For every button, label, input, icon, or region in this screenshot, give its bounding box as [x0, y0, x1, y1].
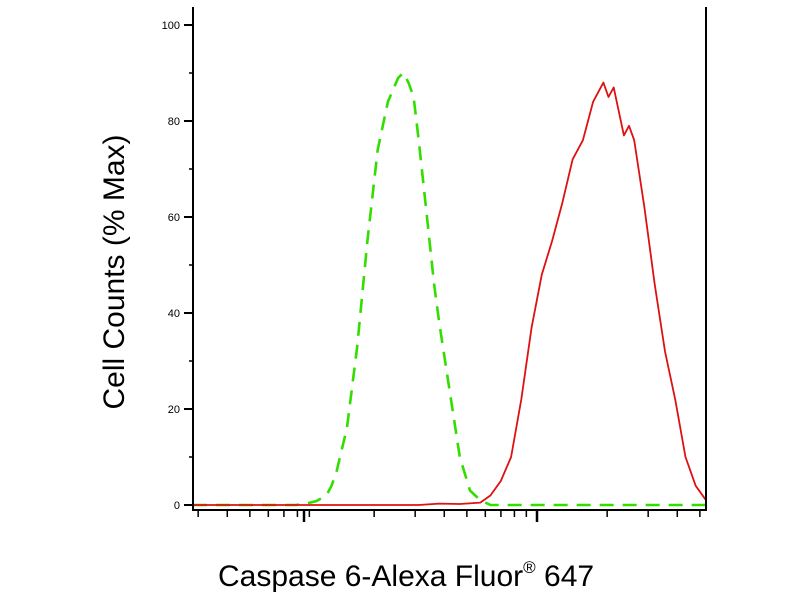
series-line-solid	[193, 81, 707, 506]
y-axis-label: Cell Counts (% Max)	[98, 134, 131, 409]
axes: 0 20 40 60 80 100	[162, 7, 707, 522]
y-tick-label: 80	[168, 116, 180, 128]
y-tick-label: 40	[168, 308, 180, 320]
series-line-dashed	[193, 71, 706, 507]
y-tick-label: 20	[168, 404, 180, 416]
x-axis-label-superscript: ®	[523, 558, 536, 577]
x-axis-label-main: Caspase 6-Alexa Fluor	[218, 560, 523, 593]
y-tick-label: 60	[168, 212, 180, 224]
plot-area	[193, 71, 707, 507]
y-tick-label: 0	[174, 500, 180, 512]
x-axis-label: Caspase 6-Alexa Fluor® 647	[218, 558, 594, 593]
y-tick-label: 100	[162, 20, 180, 32]
axes-frame	[192, 7, 707, 511]
x-axis-label-suffix: 647	[536, 560, 594, 593]
